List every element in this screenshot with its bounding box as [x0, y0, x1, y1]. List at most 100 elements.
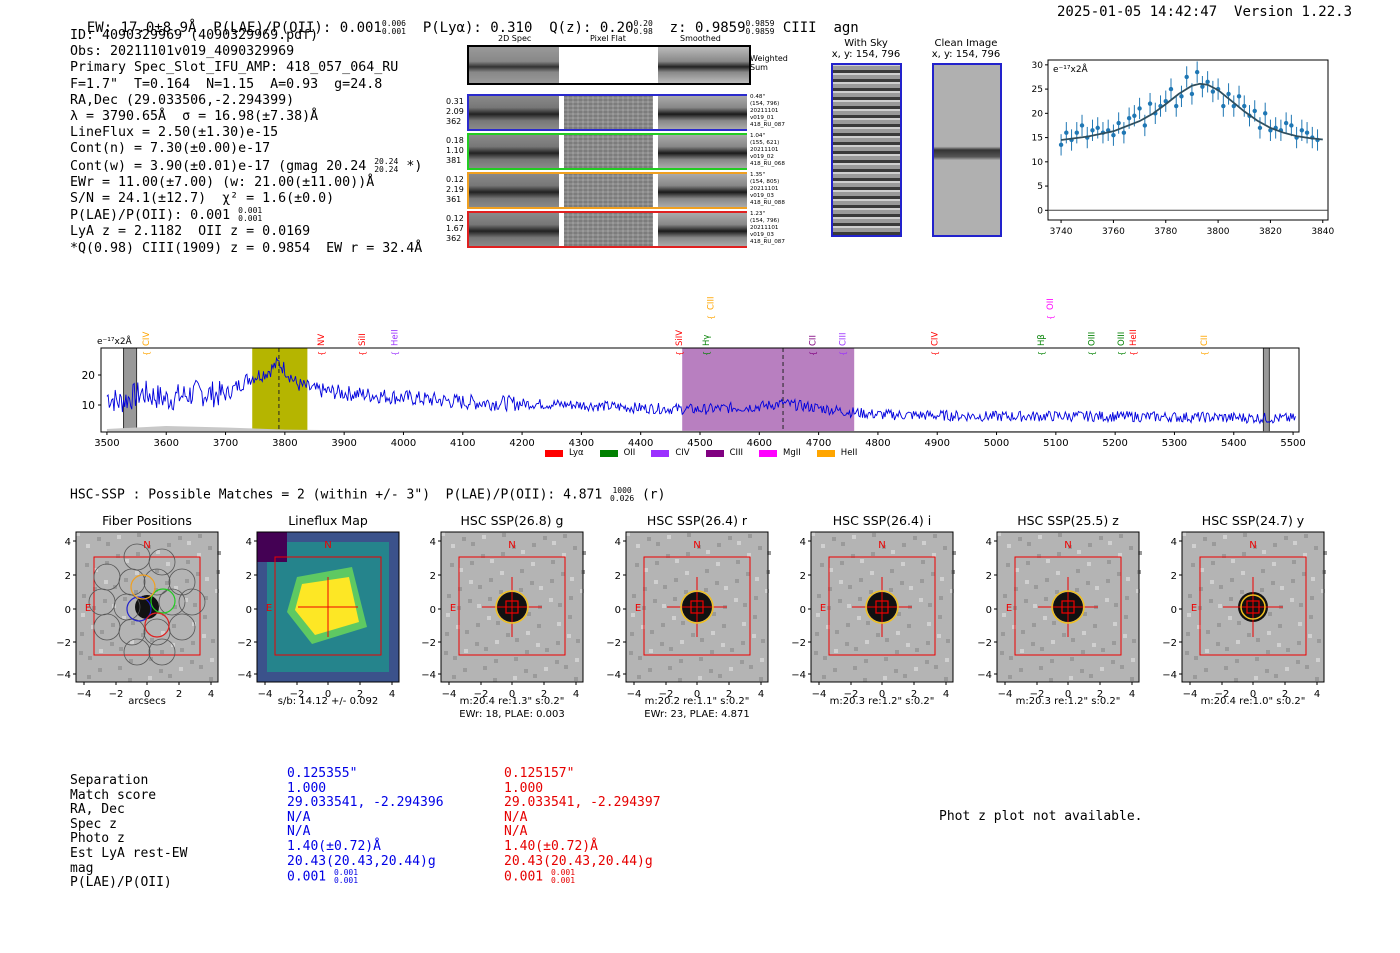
cutout-noise-pixel	[1107, 560, 1111, 564]
match-value: 1.000	[504, 780, 544, 796]
info-sn: S/N = 24.1(±12.7) χ² = 1.6(±0.0)	[70, 191, 335, 207]
cutout-image: N E 4 2 0 −2 −4 −4 −2 0 2 4	[791, 531, 956, 700]
cutout-noise-pixel	[848, 585, 852, 589]
info-primary: Primary Spec_Slot_IFU_AMP: 418_057_064_R…	[70, 60, 399, 76]
cutout-noise-pixel	[709, 669, 713, 673]
spectrum-xtick-label: 4200	[509, 438, 534, 449]
cutout-noise-pixel	[1006, 563, 1010, 567]
legend-swatch	[759, 449, 778, 457]
cutout-image: N E 4 2 0 −2 −4 −4 −2 0 2 4	[421, 531, 586, 700]
cutout-xtick-label: −4	[77, 689, 92, 700]
spec2d-row-right-value: 1.35"	[750, 172, 766, 178]
cutout-noise-pixel	[826, 625, 830, 629]
info-fiber: F=1.7" T=0.164 N=1.15 A=0.93 g=24.8	[70, 76, 383, 92]
cutout-noise-pixel	[717, 543, 721, 547]
cutout-noise-pixel	[459, 568, 463, 572]
match-value: 1.40(±0.72)Å	[287, 838, 381, 854]
cutout-noise-pixel	[1265, 669, 1269, 673]
spec2d-row-right-value: 20211101	[750, 186, 779, 192]
zoom-data-point	[1179, 94, 1184, 99]
cutout-noise-pixel	[734, 598, 738, 602]
cutout-title: HSC SSP(26.4) i	[832, 513, 932, 528]
cutout-ytick-label: 2	[615, 571, 621, 582]
cutout-noise-pixel	[118, 666, 122, 670]
cutout-noise-pixel	[1015, 568, 1019, 572]
fiber-red	[144, 612, 170, 638]
spectral-line-tick: {	[142, 351, 151, 356]
cutout-noise-pixel	[698, 676, 702, 680]
cutout-noise-pixel	[500, 571, 504, 575]
cutout-xtick-label: 4	[389, 689, 395, 700]
spec2d-cell	[658, 96, 747, 129]
zoom-data-point	[1257, 125, 1263, 131]
cutout-ytick-label: 2	[246, 571, 252, 582]
zoom-data-point	[1090, 128, 1095, 133]
cutout-noise-pixel	[555, 660, 559, 664]
cutout-noise-pixel	[765, 589, 769, 593]
cutout-noise-pixel	[580, 589, 584, 593]
spec2d-cell	[564, 174, 653, 207]
cutout-ytick-label: 2	[1171, 571, 1177, 582]
cutout-ytick-label: −4	[791, 670, 806, 681]
cutout-noise-pixel	[1000, 651, 1004, 655]
cutout-noise-pixel	[512, 545, 516, 549]
cutout-noise-pixel	[1186, 632, 1190, 636]
cutout-noise-pixel	[816, 613, 820, 617]
spec2d-row	[467, 211, 747, 248]
cutout-noise-pixel	[1274, 674, 1278, 678]
cutout-noise-pixel	[456, 625, 460, 629]
cutout-noise-pixel	[1206, 630, 1210, 634]
zoom-spectrum-chart: 0 5 10 15 20 25 30 3740 3760 3780 3800 3820 3840 e⁻¹⁷…	[1032, 59, 1334, 236]
cutout-noise-pixel	[1266, 650, 1270, 654]
cutout-noise-pixel	[704, 588, 708, 592]
spectral-line-label: CIV	[930, 332, 940, 346]
cutout-noise-pixel	[551, 560, 555, 564]
spectrum-xtick-label: 5400	[1221, 438, 1246, 449]
cutout-noise-pixel	[179, 667, 183, 671]
spec2d-row-right-value: 20211101	[750, 108, 779, 114]
cutout-noise-pixel	[469, 580, 473, 584]
cutout-noise-pixel	[742, 622, 746, 626]
spec2d-row-left-value: 1.67	[446, 224, 464, 233]
cutout-noise-pixel	[576, 639, 580, 643]
cutout-noise-pixel	[125, 559, 129, 563]
cutout-noise-pixel	[536, 643, 540, 647]
cutout-noise-pixel	[513, 676, 517, 680]
match-value: 29.033541, -2.294396	[287, 795, 444, 811]
compass-east: E	[450, 603, 456, 614]
cutout-noise-pixel	[761, 639, 765, 643]
spec2d-col-title: Smoothed	[680, 34, 721, 43]
cutout-noise-pixel	[208, 546, 212, 550]
cutout-noise-pixel	[1290, 598, 1294, 602]
cutout-noise-pixel	[871, 552, 875, 556]
cutout-noise-pixel	[470, 561, 474, 565]
cutout-noise-pixel	[932, 553, 936, 557]
cutout-noise-pixel	[1272, 562, 1276, 566]
zoom-data-point	[1058, 142, 1064, 148]
spec2d-row-left-value: 361	[446, 195, 462, 204]
spec2d-row-right-value: v019_03	[750, 193, 774, 199]
cutout-noise-pixel	[1077, 550, 1081, 554]
cutout-noise-pixel	[674, 578, 678, 582]
cutout-noise-pixel	[1268, 612, 1272, 616]
cutout-noise-pixel	[103, 599, 107, 603]
cutout-noise-pixel	[1050, 659, 1054, 663]
spec2d-col-title: Pixel Flat	[590, 34, 626, 43]
spectrum-xtick-label: 3600	[154, 438, 179, 449]
cutout-noise-pixel	[641, 625, 645, 629]
cutout-noise-pixel	[758, 546, 762, 550]
cutout-noise-pixel	[1080, 669, 1084, 673]
cutout-noise-pixel	[700, 638, 704, 642]
zoom-data-point	[1200, 84, 1205, 89]
match-value: 29.033541, -2.294397	[504, 795, 661, 811]
cutout-noise-pixel	[1200, 568, 1204, 572]
cutout-noise-pixel	[950, 589, 954, 593]
match-value: 0.001 0.001 0.001	[504, 868, 576, 886]
cutout-noise-pixel	[901, 562, 905, 566]
spec2d-col-title: 2D Spec	[498, 34, 532, 43]
cutout-noise-pixel	[168, 674, 172, 678]
cutout-noise-pixel	[521, 550, 525, 554]
spec2d-row	[467, 94, 747, 131]
cutout-noise-pixel	[823, 656, 827, 660]
spec2d-row-left-value: 0.12	[446, 214, 464, 223]
